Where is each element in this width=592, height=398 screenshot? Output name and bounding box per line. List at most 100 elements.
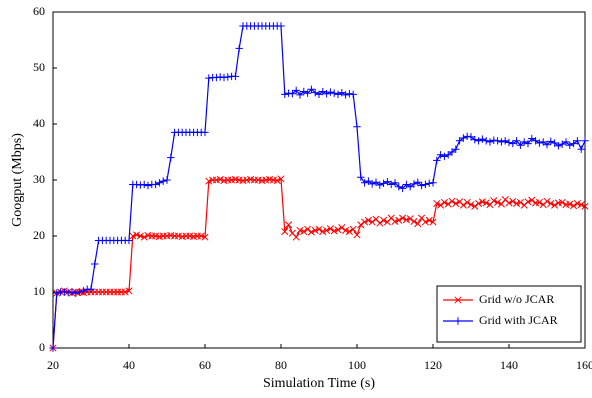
marker bbox=[471, 135, 479, 144]
marker bbox=[322, 90, 331, 98]
marker bbox=[543, 141, 551, 149]
marker bbox=[315, 225, 323, 233]
marker bbox=[531, 137, 540, 145]
marker bbox=[440, 198, 448, 206]
marker bbox=[535, 139, 544, 147]
marker bbox=[136, 181, 145, 189]
x-tick-label: 140 bbox=[500, 358, 518, 372]
marker bbox=[577, 201, 585, 209]
marker bbox=[125, 236, 133, 245]
marker bbox=[543, 197, 551, 205]
marker bbox=[569, 139, 578, 148]
marker bbox=[516, 198, 524, 206]
y-tick-label: 0 bbox=[39, 340, 45, 354]
marker bbox=[494, 198, 502, 206]
marker bbox=[581, 202, 589, 210]
marker bbox=[349, 90, 357, 99]
marker bbox=[53, 289, 61, 297]
marker bbox=[512, 137, 521, 145]
marker bbox=[490, 197, 498, 205]
marker bbox=[520, 138, 528, 146]
marker bbox=[558, 198, 566, 206]
marker bbox=[509, 197, 517, 205]
y-axis-label: Googput (Mbps) bbox=[10, 133, 25, 227]
marker bbox=[167, 153, 175, 162]
marker bbox=[550, 139, 559, 147]
x-tick-label: 120 bbox=[424, 358, 442, 372]
marker bbox=[454, 296, 462, 304]
marker bbox=[535, 198, 543, 206]
marker bbox=[421, 180, 430, 189]
marker bbox=[205, 74, 213, 82]
marker bbox=[326, 225, 334, 233]
marker bbox=[570, 202, 578, 210]
marker bbox=[436, 151, 445, 159]
marker bbox=[474, 137, 483, 145]
marker bbox=[509, 139, 517, 148]
marker bbox=[376, 181, 384, 189]
y-tick-label: 30 bbox=[33, 172, 45, 186]
marker bbox=[300, 227, 308, 236]
marker bbox=[315, 90, 323, 99]
marker bbox=[433, 199, 441, 208]
marker bbox=[326, 88, 335, 96]
marker bbox=[433, 156, 441, 165]
marker bbox=[345, 227, 353, 236]
marker bbox=[399, 214, 407, 222]
marker bbox=[547, 199, 555, 208]
x-tick-label: 40 bbox=[123, 358, 135, 372]
marker bbox=[425, 216, 433, 224]
marker bbox=[410, 180, 418, 188]
marker bbox=[273, 177, 281, 185]
marker bbox=[501, 137, 509, 145]
marker bbox=[463, 132, 471, 141]
y-tick-label: 10 bbox=[33, 284, 45, 298]
marker bbox=[201, 128, 209, 137]
marker bbox=[364, 177, 373, 185]
x-tick-label: 160 bbox=[576, 358, 592, 372]
marker bbox=[387, 180, 395, 189]
marker bbox=[463, 198, 471, 206]
marker bbox=[406, 183, 414, 191]
marker bbox=[140, 233, 148, 241]
marker bbox=[338, 88, 346, 97]
marker bbox=[292, 86, 300, 95]
marker bbox=[493, 137, 502, 145]
marker bbox=[349, 225, 357, 233]
marker bbox=[467, 201, 475, 209]
marker bbox=[524, 139, 532, 148]
marker bbox=[49, 344, 57, 352]
marker bbox=[64, 288, 72, 297]
marker bbox=[155, 179, 164, 187]
marker bbox=[311, 88, 319, 97]
marker bbox=[212, 73, 221, 82]
marker bbox=[454, 317, 462, 325]
marker bbox=[292, 233, 300, 241]
marker bbox=[75, 288, 84, 296]
marker bbox=[528, 134, 536, 143]
marker bbox=[437, 201, 445, 209]
marker bbox=[151, 180, 160, 189]
marker bbox=[448, 148, 456, 156]
marker bbox=[281, 90, 289, 99]
marker bbox=[307, 85, 316, 93]
marker bbox=[144, 181, 152, 190]
marker bbox=[361, 218, 369, 226]
marker bbox=[376, 219, 384, 227]
marker bbox=[406, 215, 414, 223]
legend-label: Grid with JCAR bbox=[479, 313, 558, 327]
marker bbox=[281, 227, 289, 236]
marker bbox=[448, 197, 456, 205]
marker bbox=[444, 151, 452, 159]
marker bbox=[216, 73, 224, 81]
marker bbox=[539, 138, 547, 146]
marker bbox=[72, 289, 80, 297]
marker bbox=[486, 138, 494, 146]
marker bbox=[357, 173, 365, 181]
x-tick-label: 60 bbox=[199, 358, 211, 372]
marker bbox=[455, 137, 464, 145]
marker bbox=[410, 217, 418, 225]
marker bbox=[452, 199, 460, 208]
marker bbox=[87, 285, 95, 293]
marker bbox=[414, 178, 422, 186]
